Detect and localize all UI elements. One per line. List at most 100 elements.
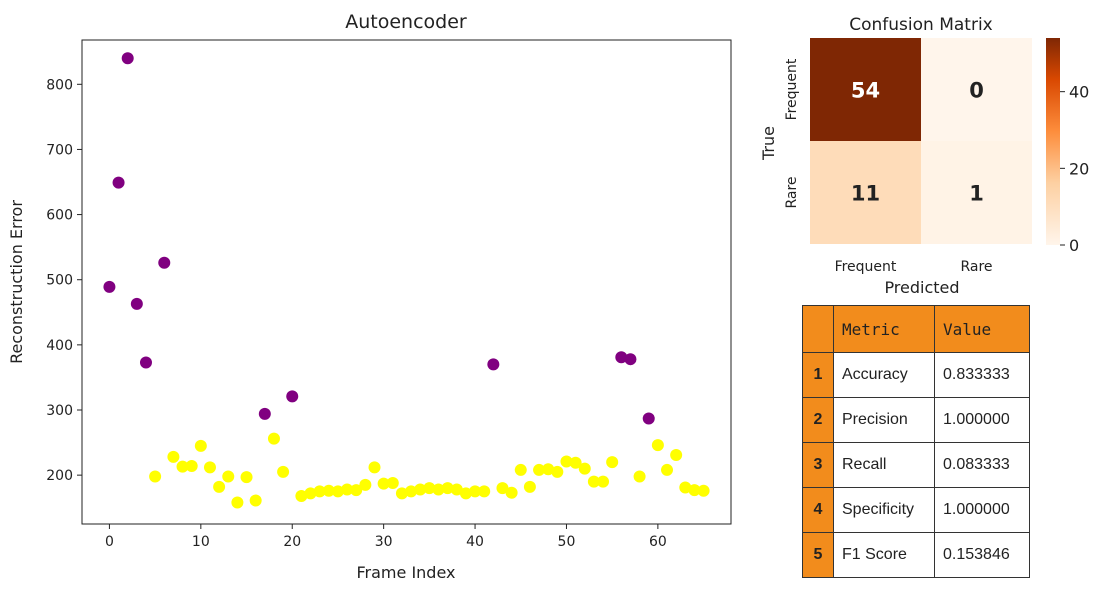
normal-point [304,487,317,500]
normal-point [533,463,546,476]
anomaly-point [158,256,171,269]
y-tick-label: 400 [46,338,73,354]
normal-point [359,478,372,491]
metrics-table: Metric Value 1 Accuracy 0.833333 2 Preci… [802,305,1030,578]
anomaly-point [130,297,143,310]
normal-point [505,486,518,499]
cm-x-label: Predicted [884,278,959,297]
metric-value: 1.000000 [934,487,1030,533]
cm-colorbar-label: 40 [1069,83,1089,102]
metric-value: 1.000000 [934,397,1030,443]
anomaly-point [112,176,125,189]
cm-title: Confusion Matrix [849,15,993,35]
cm-row-label: Frequent [784,58,800,120]
normal-point [560,455,573,468]
anomaly-point [487,358,500,371]
anomaly-point [258,407,271,420]
anomaly-point [103,280,116,293]
normal-point [569,456,582,469]
metrics-header-value: Value [934,305,1030,353]
scatter-plot-frame [81,39,732,525]
scatter-y-label: Reconstruction Error [7,200,26,364]
cm-col-label: Rare [960,259,992,275]
normal-point [313,485,326,498]
metric-value: 0.833333 [934,352,1030,398]
scatter-points [103,52,710,509]
normal-point [679,481,692,494]
cm-colorbar-ticks: 0 20 40 [1060,83,1089,255]
normal-point [203,461,216,474]
normal-point [377,477,390,490]
anomaly-point [286,390,299,403]
anomaly-point [624,353,637,366]
cm-y-label: True [759,126,778,161]
table-row: 3 Recall 0.083333 [802,442,1030,488]
normal-point [295,489,308,502]
normal-point [249,494,262,507]
normal-point [670,448,683,461]
cm-col-label: Frequent [835,259,897,275]
normal-point [496,482,509,495]
normal-point [331,485,344,498]
normal-point [587,475,600,488]
confusion-matrix-chart: Confusion Matrix 54 011 1 Frequent RareFreq… [759,15,1089,297]
normal-point [322,484,335,497]
y-tick-label: 300 [46,403,73,419]
normal-point [405,485,418,498]
scatter-x-axis: 0 10 20 30 40 50 60 [105,524,667,550]
cm-colorbar [1046,38,1060,245]
normal-point [267,432,280,445]
cm-cell [921,141,1032,244]
metric-name: Recall [833,442,935,488]
normal-point [222,470,235,483]
cm-cell-value: 1 [969,182,984,206]
cm-colorbar-label: 0 [1069,236,1079,255]
normal-point [688,484,701,497]
metrics-header-index [802,305,834,353]
normal-point [478,485,491,498]
metric-value: 0.083333 [934,442,1030,488]
x-tick-label: 10 [192,534,210,550]
scatter-y-axis: 200 300 400 500 600 700 800 [46,77,82,484]
metrics-header-metric: Metric [833,305,935,353]
metric-name: Accuracy [833,352,935,398]
cm-cell [810,38,921,141]
normal-point [185,460,198,473]
normal-point [651,439,664,452]
table-row: 2 Precision 1.000000 [802,397,1030,443]
metrics-header-row: Metric Value [802,305,1030,353]
row-index: 1 [802,352,834,398]
cm-labels: Frequent Rare Frequent Rare [784,58,993,275]
normal-point [697,484,710,497]
normal-point [240,471,253,484]
normal-point [597,475,610,488]
y-tick-label: 800 [46,77,73,93]
normal-point [277,465,290,478]
normal-point [423,482,436,495]
table-row: 5 F1 Score 0.153846 [802,532,1030,578]
normal-point [523,480,536,493]
normal-point [213,480,226,493]
x-tick-label: 30 [375,534,393,550]
scatter-title: Autoencoder [345,11,467,33]
normal-point [231,496,244,509]
x-tick-label: 0 [105,534,114,550]
normal-point [414,483,427,496]
normal-point [194,439,207,452]
x-tick-label: 60 [649,534,667,550]
normal-point [633,470,646,483]
x-tick-label: 50 [558,534,576,550]
metric-name: Precision [833,397,935,443]
cm-cell [810,141,921,244]
anomaly-point [121,52,134,65]
normal-point [341,483,354,496]
normal-point [469,485,482,498]
normal-point [551,465,564,478]
cm-cells: 54 011 1 [810,38,1032,244]
normal-point [578,462,591,475]
scatter-chart: Autoencoder 0 10 20 30 40 50 60 200 300 400 500 60… [7,11,732,582]
normal-point [167,450,180,463]
cm-cell-value: 11 [851,182,880,206]
normal-point [441,482,454,495]
cm-cell [921,38,1032,141]
